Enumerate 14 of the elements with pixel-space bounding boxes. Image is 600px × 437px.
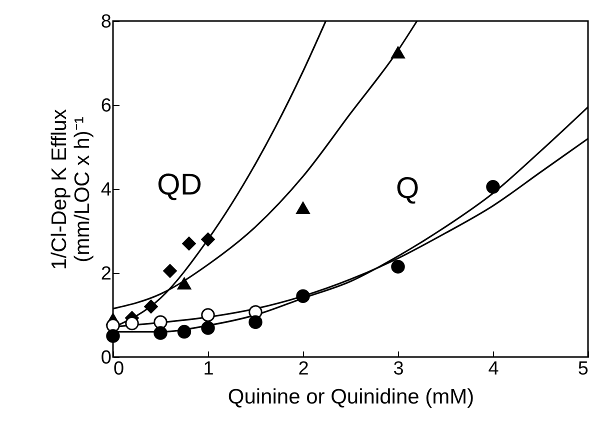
y-tick-label: 8 [100, 12, 112, 32]
x-tick-label: 5 [578, 358, 588, 380]
annotation: Q [396, 172, 420, 205]
y-axis-title: 1/Cl-Dep K Efflux (mm/LOC x h)⁻¹ [48, 108, 94, 270]
x-tick-label: 0 [114, 358, 124, 380]
y-tick-label: 2 [100, 264, 112, 284]
annotation: QD [157, 168, 202, 202]
x-tick-label: 1 [203, 358, 214, 380]
y-tick-label: 4 [100, 180, 112, 200]
x-tick-label: 4 [488, 358, 500, 380]
x-tick-label: 2 [298, 358, 309, 380]
x-axis-title: Quinine or Quinidine (mM) [228, 386, 474, 408]
y-tick-label: 6 [100, 96, 112, 116]
x-tick-label: 3 [393, 358, 404, 380]
